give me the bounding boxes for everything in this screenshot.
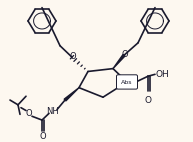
Text: NH: NH	[47, 107, 59, 116]
Text: Abs: Abs	[121, 80, 133, 85]
Polygon shape	[113, 55, 125, 69]
Text: O: O	[26, 109, 32, 118]
Text: OH: OH	[156, 70, 170, 79]
Text: O: O	[70, 52, 76, 61]
Text: O: O	[145, 96, 152, 105]
Text: O: O	[122, 50, 128, 59]
FancyBboxPatch shape	[117, 75, 137, 89]
Polygon shape	[64, 88, 79, 101]
Text: O: O	[40, 132, 46, 141]
